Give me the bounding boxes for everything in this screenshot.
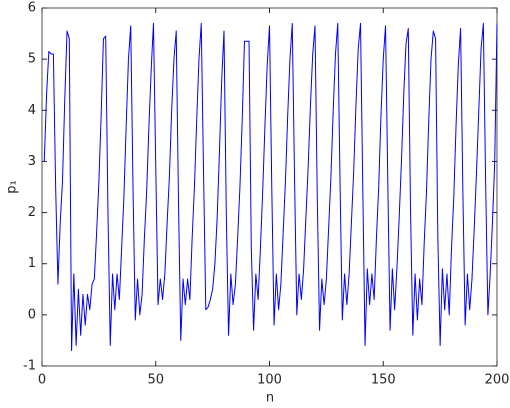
x-tick-label: 50 <box>147 373 164 388</box>
x-tick-label: 0 <box>38 373 46 388</box>
y-tick-label: 6 <box>28 1 36 16</box>
y-tick-label: 3 <box>28 154 36 169</box>
data-line <box>43 22 498 352</box>
plot-area <box>41 7 498 367</box>
y-tick-label: 4 <box>28 103 36 118</box>
x-tick-label: 100 <box>257 373 282 388</box>
x-axis-label: n <box>266 391 274 406</box>
y-tick-label: 1 <box>28 256 36 271</box>
y-axis-label: p₁ <box>5 180 20 193</box>
x-tick-label: 150 <box>371 373 396 388</box>
x-tick-label: 200 <box>485 373 510 388</box>
y-tick-label: 5 <box>28 52 36 67</box>
y-tick-label: 2 <box>28 205 36 220</box>
y-tick-label: 0 <box>28 307 36 322</box>
y-tick-label: -1 <box>23 359 36 374</box>
